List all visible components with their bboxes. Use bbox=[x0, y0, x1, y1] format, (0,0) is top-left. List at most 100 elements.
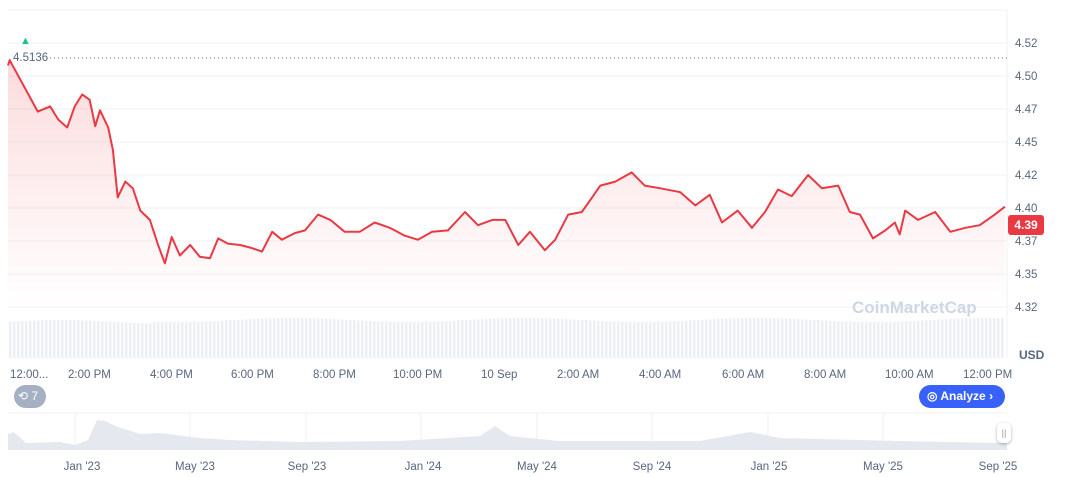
history-button[interactable]: ⟲ 7 bbox=[14, 385, 46, 408]
volume-bar bbox=[653, 321, 656, 358]
volume-bar bbox=[913, 320, 916, 358]
volume-bar bbox=[593, 320, 596, 358]
volume-bar bbox=[421, 321, 424, 358]
volume-bar bbox=[225, 320, 228, 358]
up-arrow-icon: ▲ bbox=[20, 35, 31, 47]
volume-bar bbox=[869, 321, 872, 358]
volume-bar bbox=[365, 320, 368, 358]
navigator-date-label: May '25 bbox=[863, 461, 903, 473]
volume-bar bbox=[273, 318, 276, 358]
navigator-date-label: May '24 bbox=[517, 461, 558, 473]
volume-bar bbox=[433, 321, 436, 358]
volume-bar bbox=[685, 320, 688, 358]
x-tick-label: 6:00 AM bbox=[722, 369, 764, 381]
y-tick-label: 4.35 bbox=[1015, 269, 1037, 281]
y-tick-label: 4.42 bbox=[1015, 170, 1037, 182]
volume-bar bbox=[201, 321, 204, 358]
volume-bar bbox=[357, 320, 360, 358]
y-tick-label: 4.37 bbox=[1015, 236, 1037, 248]
volume-bar bbox=[393, 321, 396, 358]
volume-bar bbox=[413, 321, 416, 358]
volume-bar bbox=[669, 321, 672, 358]
volume-bar bbox=[853, 321, 856, 358]
volume-bar bbox=[749, 318, 752, 358]
volume-bar bbox=[69, 320, 72, 358]
volume-bar bbox=[817, 320, 820, 358]
volume-bar bbox=[821, 320, 824, 358]
volume-bar bbox=[521, 318, 524, 358]
analyze-button[interactable]: ◎ Analyze › bbox=[919, 385, 1005, 408]
volume-bar bbox=[881, 321, 884, 358]
x-tick-label: 8:00 PM bbox=[313, 369, 356, 381]
volume-bar bbox=[417, 321, 420, 358]
navigator-date-label: Sep '25 bbox=[979, 461, 1018, 473]
volume-bar bbox=[89, 320, 92, 358]
volume-bar bbox=[901, 321, 904, 358]
y-tick-label: 4.52 bbox=[1015, 38, 1037, 50]
volume-bar bbox=[41, 320, 44, 358]
volume-bar bbox=[861, 321, 864, 358]
volume-bar bbox=[761, 318, 764, 358]
volume-bar bbox=[909, 321, 912, 358]
navigator-date-label: Jan '25 bbox=[751, 461, 788, 473]
volume-bar bbox=[949, 319, 952, 358]
volume-bar bbox=[977, 318, 980, 358]
volume-bar bbox=[349, 320, 352, 358]
y-tick-label: 4.32 bbox=[1015, 302, 1037, 314]
x-tick-label: 10:00 AM bbox=[885, 369, 934, 381]
volume-bar bbox=[213, 321, 216, 358]
volume-bar bbox=[561, 318, 564, 358]
volume-bar bbox=[877, 321, 880, 358]
volume-bar bbox=[889, 321, 892, 358]
volume-bar bbox=[865, 321, 868, 358]
volume-bar bbox=[701, 319, 704, 358]
volume-bar bbox=[569, 319, 572, 358]
volume-bar bbox=[133, 322, 136, 358]
volume-bar bbox=[765, 318, 768, 358]
volume-bar bbox=[741, 318, 744, 358]
volume-bar bbox=[777, 318, 780, 358]
volume-bar bbox=[641, 321, 644, 358]
volume-bar bbox=[489, 318, 492, 358]
volume-bar bbox=[13, 321, 16, 358]
volume-bar bbox=[117, 322, 120, 358]
volume-bar bbox=[321, 318, 324, 358]
volume-bar bbox=[125, 322, 128, 358]
volume-bar bbox=[429, 321, 432, 358]
volume-bar bbox=[9, 321, 12, 358]
volume-bar bbox=[205, 321, 208, 358]
volume-bar bbox=[513, 318, 516, 358]
navigator-date-label: Jan '23 bbox=[64, 461, 101, 473]
volume-bar bbox=[721, 318, 724, 358]
volume-bar bbox=[337, 319, 340, 358]
volume-bar bbox=[545, 318, 548, 358]
volume-bar bbox=[969, 318, 972, 358]
volume-bar bbox=[645, 321, 648, 358]
volume-bar bbox=[437, 321, 440, 358]
volume-bar bbox=[925, 320, 928, 358]
volume-bar bbox=[973, 318, 976, 358]
volume-bar bbox=[473, 319, 476, 358]
volume-bar bbox=[289, 318, 292, 358]
volume-bar bbox=[649, 321, 652, 358]
volume-bar bbox=[217, 320, 220, 358]
volume-bar bbox=[637, 321, 640, 358]
volume-bar bbox=[285, 318, 288, 358]
volume-bar bbox=[361, 320, 364, 358]
current-price-badge: 4.39 bbox=[1008, 215, 1044, 235]
volume-bar bbox=[449, 320, 452, 358]
volume-bar bbox=[73, 320, 76, 358]
volume-bar bbox=[301, 318, 304, 358]
volume-bar bbox=[993, 318, 996, 358]
volume-bar bbox=[885, 321, 888, 358]
volume-bar bbox=[385, 321, 388, 358]
navigator-handle[interactable]: || bbox=[997, 423, 1011, 443]
volume-bar bbox=[93, 320, 96, 358]
volume-bar bbox=[109, 321, 112, 358]
volume-bar bbox=[465, 319, 468, 358]
volume-bar bbox=[757, 318, 760, 358]
volume-bar bbox=[933, 319, 936, 358]
volume-bar bbox=[457, 320, 460, 358]
volume-bar bbox=[813, 319, 816, 358]
